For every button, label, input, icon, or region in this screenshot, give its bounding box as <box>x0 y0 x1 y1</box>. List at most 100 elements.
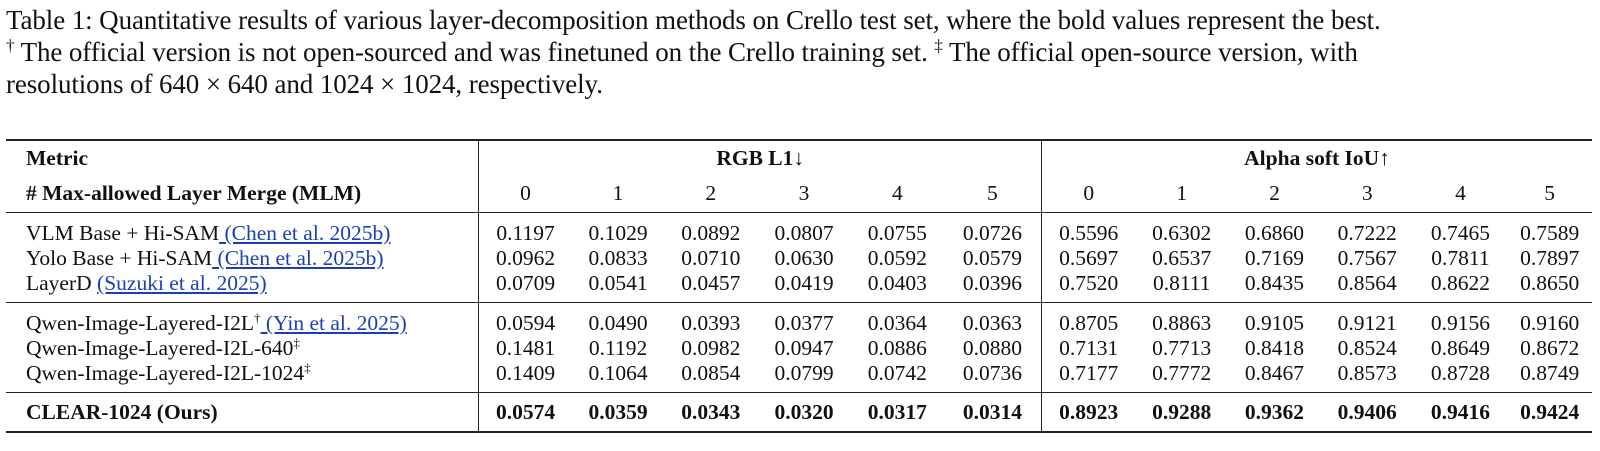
table-caption: Table 1: Quantitative results of various… <box>6 4 1596 100</box>
value-cell: 0.8418 <box>1244 336 1305 360</box>
value-cell: 0.7222 <box>1320 212 1414 246</box>
value-cell: 0.0880 <box>943 336 1043 361</box>
mlm-col: 4 <box>891 181 903 205</box>
rgb-l1-header: RGB L1↓ <box>478 139 1043 175</box>
value-cell: 0.0886 <box>867 336 927 360</box>
value-cell: 0.9121 <box>1320 302 1414 336</box>
value-cell: 0.0982 <box>681 336 741 360</box>
table-row: Qwen-Image-Layered-I2L-1024‡ 0.1409 0.1064… <box>6 361 1592 393</box>
table-row: LayerD (Suzuki et al. 2025) 0.0709 0.0541 0… <box>6 271 1592 303</box>
value-cell: 0.8524 <box>1337 336 1397 360</box>
caption-line-3: resolutions of 640 × 640 and 1024 × 1024… <box>6 69 603 99</box>
value-cell: 0.0314 <box>943 392 1043 433</box>
method-name-cell: Qwen-Image-Layered-I2L† (Yin et al. 2025… <box>6 302 480 336</box>
value-cell: 0.9424 <box>1507 392 1592 433</box>
value-cell: 0.0363 <box>943 302 1043 336</box>
metric-header: Metric <box>6 139 480 175</box>
mlm-col: 3 <box>1361 181 1373 205</box>
method-name-cell: Qwen-Image-Layered-I2L-640‡ <box>6 334 480 361</box>
mlm-col: 1 <box>612 181 624 205</box>
mlm-col: 4 <box>1455 181 1466 205</box>
value-cell: 0.6860 <box>1228 212 1321 246</box>
value-cell: 0.7465 <box>1413 212 1508 246</box>
value-cell: 0.5596 <box>1041 212 1136 246</box>
mlm-col: 0 <box>1083 181 1095 205</box>
value-cell: 0.8435 <box>1244 271 1305 295</box>
value-cell: 0.0892 <box>664 212 758 246</box>
value-cell: 0.7811 <box>1431 246 1490 270</box>
mlm-col: 0 <box>520 181 531 205</box>
value-cell: 0.0541 <box>588 271 648 295</box>
value-cell: 0.0343 <box>664 392 758 433</box>
value-cell: 0.0317 <box>850 392 944 433</box>
value-cell: 0.0579 <box>943 246 1043 271</box>
method-name-cell: Yolo Base + Hi-SAM (Chen et al. 2025b) <box>6 246 480 271</box>
value-cell: 0.7897 <box>1520 246 1580 270</box>
value-cell: 0.0396 <box>943 271 1043 303</box>
mlm-header: # Max-allowed Layer Merge (MLM) <box>6 175 480 213</box>
value-cell: 0.0490 <box>571 302 665 336</box>
value-cell: 0.7567 <box>1337 246 1397 270</box>
value-cell: 0.8672 <box>1520 336 1580 360</box>
value-cell: 0.0592 <box>867 246 927 270</box>
table-body: VLM Base + Hi-SAM (Chen et al. 2025b) 0.1… <box>6 212 1592 433</box>
table-row: Qwen-Image-Layered-I2L† (Yin et al. 2025… <box>6 302 1592 336</box>
citation-link[interactable]: (Chen et al. 2025b) <box>219 221 391 245</box>
dagger-mark: † <box>6 36 15 55</box>
method-name: VLM Base + Hi-SAM <box>26 221 220 245</box>
value-cell: 0.0833 <box>588 246 648 270</box>
value-cell: 0.0377 <box>757 302 851 336</box>
citation-link[interactable]: (Chen et al. 2025b) <box>212 246 384 270</box>
mlm-col: 2 <box>705 181 717 205</box>
value-cell: 0.9288 <box>1135 392 1229 433</box>
value-cell: 0.1481 <box>495 336 556 360</box>
value-cell: 0.7520 <box>1059 271 1119 295</box>
method-name: Qwen-Image-Layered-I2L-1024 <box>26 361 305 385</box>
value-cell: 0.9416 <box>1413 392 1508 433</box>
caption-line-2-tail: The official open-source version, with <box>942 37 1358 67</box>
method-name-cell: VLM Base + Hi-SAM (Chen et al. 2025b) <box>6 212 480 246</box>
caption-line-2: † The official version is not open-sourc… <box>6 36 1596 68</box>
method-name-cell: Qwen-Image-Layered-I2L-1024‡ <box>6 359 480 393</box>
method-name-cell: CLEAR-1024 (Ours) <box>6 392 480 433</box>
value-cell: 0.8573 <box>1337 361 1397 385</box>
footnote-mark: ‡ <box>293 334 300 350</box>
value-cell: 0.8863 <box>1135 302 1229 336</box>
value-cell: 0.0574 <box>478 392 572 433</box>
table-row: Qwen-Image-Layered-I2L-640‡ 0.1481 0.1192 0… <box>6 336 1592 361</box>
value-cell: 0.7131 <box>1059 336 1119 360</box>
value-cell: 0.8111 <box>1152 271 1211 295</box>
mlm-col: 3 <box>798 181 810 205</box>
value-cell: 0.1197 <box>478 212 572 246</box>
table-row: Yolo Base + Hi-SAM (Chen et al. 2025b) 0.… <box>6 246 1592 271</box>
value-cell: 0.0947 <box>774 336 834 360</box>
value-cell: 0.0630 <box>774 246 834 270</box>
footnote-mark: ‡ <box>304 359 311 375</box>
value-cell: 0.7177 <box>1059 361 1119 385</box>
value-cell: 0.8728 <box>1430 361 1491 385</box>
method-name: Yolo Base + Hi-SAM <box>26 246 213 270</box>
value-cell: 0.8564 <box>1337 271 1397 295</box>
header-row-metric: Metric RGB L1↓ Alpha soft IoU↑ <box>6 139 1592 175</box>
value-cell: 0.9160 <box>1507 302 1592 336</box>
citation-link[interactable]: (Yin et al. 2025) <box>260 311 407 335</box>
value-cell: 0.0457 <box>681 271 741 295</box>
value-cell: 0.1029 <box>571 212 665 246</box>
value-cell: 0.9362 <box>1228 392 1321 433</box>
value-cell: 0.9156 <box>1413 302 1508 336</box>
value-cell: 0.8622 <box>1430 271 1491 295</box>
citation-link[interactable]: (Suzuki et al. 2025) <box>97 271 267 295</box>
table-row: VLM Base + Hi-SAM (Chen et al. 2025b) 0.1… <box>6 212 1592 246</box>
value-cell: 0.1192 <box>588 336 648 360</box>
value-cell: 0.8749 <box>1520 361 1580 385</box>
value-cell: 0.0419 <box>774 271 834 295</box>
value-cell: 0.0962 <box>495 246 556 270</box>
method-name: Qwen-Image-Layered-I2L <box>26 311 255 335</box>
value-cell: 0.7589 <box>1507 212 1592 246</box>
value-cell: 0.7169 <box>1244 246 1305 270</box>
value-cell: 0.1064 <box>588 361 648 385</box>
value-cell: 0.8705 <box>1041 302 1136 336</box>
value-cell: 0.7772 <box>1152 361 1212 385</box>
value-cell: 0.0359 <box>571 392 665 433</box>
mlm-col: 5 <box>1544 181 1556 205</box>
